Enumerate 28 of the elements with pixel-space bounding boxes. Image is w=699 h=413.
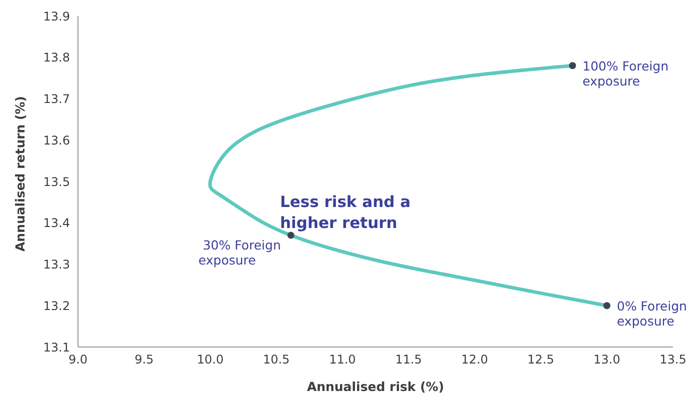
y-tick-label: 13.3 xyxy=(43,258,70,272)
x-tick-label: 9.5 xyxy=(134,352,154,367)
x-tick-label: 11.5 xyxy=(395,352,422,367)
point xyxy=(603,302,610,310)
annotation: 100% Foreign exposure xyxy=(582,58,669,89)
y-tick-label: 13.1 xyxy=(43,340,70,354)
x-tick-label: 10.5 xyxy=(262,352,290,367)
annotation: 0% Foreign exposure xyxy=(616,298,687,329)
y-tick-label: 13.5 xyxy=(43,174,70,189)
annotation: 30% Foreign exposure xyxy=(198,237,281,268)
x-tick-label: 11.0 xyxy=(329,352,356,367)
annotation: Less risk and a higher return xyxy=(280,192,412,234)
x-tick-label: 13.5 xyxy=(660,352,686,367)
x-tick-label: 12.5 xyxy=(527,352,554,367)
y-tick-label: 13.2 xyxy=(43,298,70,313)
y-tick-label: 13.6 xyxy=(43,133,70,148)
x-tick-label: 12.0 xyxy=(461,352,488,367)
y-tick-label: 13.8 xyxy=(43,50,70,65)
point xyxy=(287,232,294,239)
y-axis-title: Annualised return (%) xyxy=(12,96,28,252)
x-tick-label: 10.0 xyxy=(196,352,224,367)
x-tick-label: 13.0 xyxy=(594,352,620,367)
x-axis-title: Annualised risk (%) xyxy=(306,379,444,394)
y-tick-label: 13.4 xyxy=(43,216,70,230)
point xyxy=(569,62,576,70)
y-tick-label: 13.7 xyxy=(43,92,70,106)
y-tick-label: 13.9 xyxy=(43,9,70,24)
x-tick-label: 9.0 xyxy=(68,352,88,367)
